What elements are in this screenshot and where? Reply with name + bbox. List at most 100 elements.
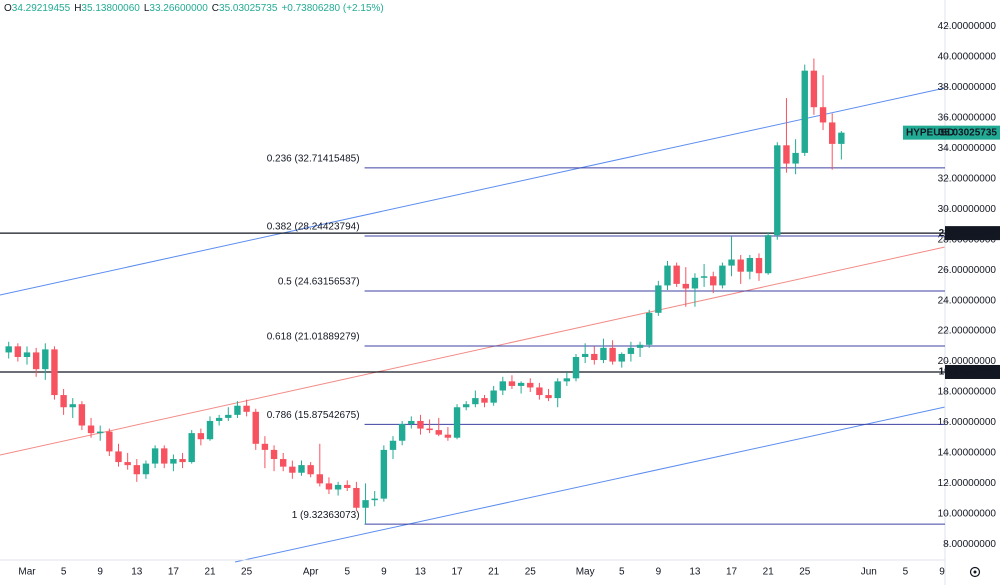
candle-body <box>490 390 497 403</box>
x-tick-label: 17 <box>726 567 738 578</box>
last-price-tag <box>903 125 1000 140</box>
settings-icon[interactable] <box>969 566 981 578</box>
y-tick-label: 24.00000000 <box>938 295 997 306</box>
candle-body <box>499 381 506 391</box>
candle-body <box>97 431 104 434</box>
candle-body <box>829 122 836 144</box>
candle-body <box>289 466 296 473</box>
candle-body <box>280 459 287 467</box>
header-value: 34.29219455 <box>12 3 71 14</box>
candle-body <box>243 405 250 412</box>
x-tick-label: 5 <box>61 567 67 578</box>
candle-body <box>801 70 808 153</box>
candle-body <box>417 420 424 429</box>
candle-body <box>435 430 442 435</box>
x-tick-label: 9 <box>939 567 945 578</box>
candle-body <box>261 443 269 450</box>
candle-body <box>527 382 534 388</box>
x-tick-label: 21 <box>763 567 775 578</box>
candle-body <box>755 257 763 274</box>
y-tick-label: 16.00000000 <box>938 417 997 428</box>
candle-body <box>142 463 150 475</box>
header-key: O <box>4 3 12 14</box>
y-tick-label: 36.00000000 <box>938 113 997 124</box>
fib-label: 0.5 (24.63156537) <box>278 277 360 288</box>
candle-body <box>774 145 781 236</box>
x-tick-label: 21 <box>204 567 216 578</box>
candle-body <box>609 347 616 362</box>
candle-body <box>673 265 680 284</box>
y-tick-label: 12.00000000 <box>938 478 997 489</box>
candle-body <box>408 420 415 424</box>
candle-body <box>792 152 799 164</box>
candle-body <box>60 395 67 408</box>
x-tick-label: 13 <box>689 567 701 578</box>
x-tick-label: 25 <box>799 567 811 578</box>
x-tick-label: 17 <box>168 567 180 578</box>
x-tick-label: 5 <box>344 567 350 578</box>
candle-body <box>453 407 461 438</box>
candle-body <box>581 353 589 357</box>
candle-body <box>106 431 113 452</box>
header-key: C <box>212 3 219 14</box>
candle-body <box>728 259 735 266</box>
candle-body <box>719 265 726 286</box>
candle-body <box>42 349 49 370</box>
candle-body <box>362 500 369 508</box>
candle-body <box>87 425 95 434</box>
settings-icon[interactable] <box>969 566 981 578</box>
candle-body <box>188 433 195 463</box>
candle-body <box>234 405 241 415</box>
candle-body <box>600 347 607 361</box>
y-tick-label: 42.00000000 <box>938 21 997 32</box>
x-tick-label: 21 <box>488 567 500 578</box>
candle-body <box>746 257 754 272</box>
y-tick-label: 10.00000000 <box>938 508 997 519</box>
candle-body <box>664 265 671 286</box>
symbol-label: HYPEUSD <box>906 127 954 138</box>
candle-body <box>316 474 323 484</box>
candle-body <box>508 381 516 386</box>
candle-body <box>618 353 625 362</box>
x-tick-label: Apr <box>303 567 319 578</box>
candle-body <box>14 346 22 357</box>
candle-body <box>197 433 205 440</box>
candle-body <box>78 404 86 426</box>
y-tick-label: 34.00000000 <box>938 143 997 154</box>
candle-body <box>389 440 397 450</box>
x-tick-label: 5 <box>619 567 625 578</box>
candle-body <box>536 387 543 396</box>
x-tick-label: 17 <box>451 567 463 578</box>
header-key: H <box>74 3 81 14</box>
settings-icon-center <box>973 570 977 574</box>
x-tick-label: Mar <box>18 567 36 578</box>
candle-body <box>115 451 122 463</box>
candle-body <box>380 449 388 499</box>
y-tick-label: 38.00000000 <box>938 82 997 93</box>
x-tick-label: 13 <box>131 567 143 578</box>
y-tick-label: 8.00000000 <box>943 539 996 550</box>
x-tick-label: 13 <box>415 567 427 578</box>
candle-body <box>646 312 653 345</box>
y-tick-label: 32.00000000 <box>938 173 997 184</box>
candle-body <box>572 356 580 379</box>
y-tick-label: 40.00000000 <box>938 52 997 63</box>
x-tick-label: 9 <box>381 567 387 578</box>
candle-body <box>215 417 223 421</box>
candle-body <box>170 459 177 464</box>
candle-body <box>344 484 351 488</box>
price-level-tag <box>945 364 1000 379</box>
candle-body <box>32 352 40 370</box>
candle-body <box>691 277 699 289</box>
candle-body <box>179 459 186 463</box>
price-level-tag <box>945 226 1000 241</box>
fib-label: 0.236 (32.71415485) <box>267 154 360 165</box>
trend-lines <box>0 87 946 563</box>
candle-body <box>655 285 662 313</box>
candle-body <box>682 283 689 289</box>
y-tick-label: 14.00000000 <box>938 448 997 459</box>
candle-body <box>133 465 140 475</box>
fib-label: 0.618 (21.01889279) <box>267 332 360 343</box>
trend-line <box>234 406 946 563</box>
